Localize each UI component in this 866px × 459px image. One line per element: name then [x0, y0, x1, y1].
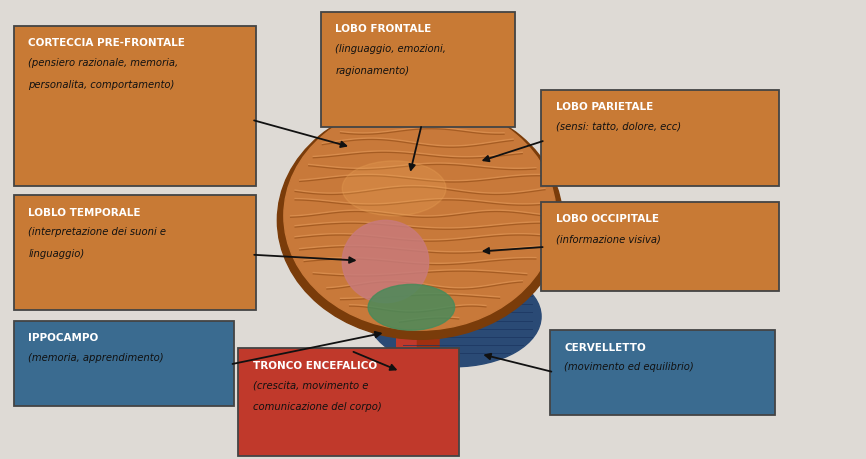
- Text: (movimento ed equilibrio): (movimento ed equilibrio): [565, 362, 695, 372]
- Text: ragionamento): ragionamento): [335, 66, 410, 76]
- FancyBboxPatch shape: [541, 90, 779, 186]
- FancyBboxPatch shape: [14, 195, 255, 309]
- Ellipse shape: [342, 161, 446, 216]
- Text: LOBLO TEMPORALE: LOBLO TEMPORALE: [29, 207, 141, 218]
- Text: comunicazione del corpo): comunicazione del corpo): [253, 403, 382, 413]
- Text: (interpretazione dei suoni e: (interpretazione dei suoni e: [29, 227, 166, 237]
- Text: CORTECCIA PRE-FRONTALE: CORTECCIA PRE-FRONTALE: [29, 38, 185, 48]
- Text: (memoria, apprendimento): (memoria, apprendimento): [29, 353, 164, 363]
- FancyBboxPatch shape: [320, 12, 515, 127]
- FancyBboxPatch shape: [14, 26, 255, 186]
- Text: LOBO FRONTALE: LOBO FRONTALE: [335, 24, 431, 34]
- Text: (pensiero razionale, memoria,: (pensiero razionale, memoria,: [29, 58, 178, 68]
- Text: (linguaggio, emozioni,: (linguaggio, emozioni,: [335, 44, 446, 54]
- Ellipse shape: [277, 101, 563, 339]
- FancyBboxPatch shape: [541, 202, 779, 291]
- Text: TRONCO ENCEFALICO: TRONCO ENCEFALICO: [253, 361, 378, 371]
- FancyBboxPatch shape: [397, 332, 423, 401]
- Text: IPPOCAMPO: IPPOCAMPO: [29, 333, 99, 343]
- Ellipse shape: [368, 266, 541, 367]
- FancyBboxPatch shape: [14, 321, 234, 406]
- Text: CERVELLETTO: CERVELLETTO: [565, 342, 646, 353]
- Ellipse shape: [284, 101, 556, 330]
- Text: (informazione visiva): (informazione visiva): [556, 234, 661, 244]
- Text: (crescita, movimento e: (crescita, movimento e: [253, 381, 369, 391]
- FancyBboxPatch shape: [550, 330, 774, 415]
- Text: LOBO PARIETALE: LOBO PARIETALE: [556, 102, 653, 112]
- FancyBboxPatch shape: [417, 332, 439, 401]
- Text: (sensi: tatto, dolore, ecc): (sensi: tatto, dolore, ecc): [556, 122, 681, 132]
- FancyBboxPatch shape: [238, 348, 459, 456]
- Text: linguaggio): linguaggio): [29, 249, 85, 259]
- Ellipse shape: [342, 220, 429, 303]
- Text: LOBO OCCIPITALE: LOBO OCCIPITALE: [556, 214, 659, 224]
- Ellipse shape: [368, 285, 455, 330]
- FancyBboxPatch shape: [390, 312, 459, 403]
- Text: personalita, comportamento): personalita, comportamento): [29, 80, 175, 90]
